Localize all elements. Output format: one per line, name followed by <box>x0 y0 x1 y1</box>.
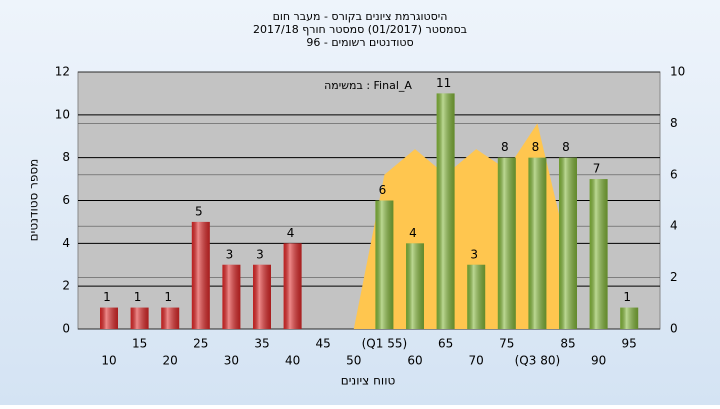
y2-tick-label: 4 <box>670 219 678 233</box>
bar-shine <box>467 264 486 329</box>
y-tick-label: 0 <box>62 322 70 336</box>
bar-shine <box>406 243 424 329</box>
y-tick-label: 6 <box>62 193 70 207</box>
x-tick-label: 65 <box>438 337 453 351</box>
value-label: 3 <box>256 247 264 261</box>
bar-shine <box>375 200 394 329</box>
bar-shine <box>528 157 547 329</box>
bar-shine <box>620 307 639 329</box>
value-label: 8 <box>562 140 570 154</box>
y2-tick-label: 8 <box>670 116 678 130</box>
y-tick-label: 8 <box>62 150 70 164</box>
value-label: 1 <box>134 290 142 304</box>
y-axis-label: מספר סטודנטים <box>27 159 41 242</box>
bar-shine <box>253 264 271 329</box>
value-label: 4 <box>409 226 417 240</box>
x-tick-label: 10 <box>101 354 116 368</box>
x-tick-label: 45 <box>316 337 331 351</box>
bar-shine <box>497 157 516 329</box>
x-tick-label: 75 <box>499 337 514 351</box>
x-tick-label: 35 <box>254 337 269 351</box>
value-label: 8 <box>532 140 540 154</box>
x-axis-label: טווח ציונים <box>341 374 396 388</box>
y-tick-label: 10 <box>55 107 70 121</box>
x-tick-label: 90 <box>591 354 606 368</box>
annotation: Final_A : במשימה <box>324 79 412 92</box>
value-label: 4 <box>287 226 295 240</box>
bar-shine <box>100 307 118 329</box>
y-tick-label: 2 <box>62 279 70 293</box>
value-label: 7 <box>593 162 601 176</box>
x-tick-label: 40 <box>285 354 300 368</box>
value-label: 3 <box>226 247 234 261</box>
value-label: 1 <box>164 290 172 304</box>
chart-subtitle: בסמסטר (01/2017) סמסטר חורף 2017/18 <box>253 23 467 36</box>
bar-shine <box>559 157 577 329</box>
x-tick-label: (Q1 55) <box>362 337 408 351</box>
bar-shine <box>130 307 149 329</box>
chart-title: היסטוגרמת ציונים בקורס - מעבר חום <box>273 10 448 23</box>
x-tick-label: 85 <box>560 337 575 351</box>
x-tick-label: 15 <box>132 337 147 351</box>
value-label: 1 <box>103 290 111 304</box>
bar-shine <box>589 179 608 329</box>
x-tick-label: (Q3 80) <box>515 354 561 368</box>
y-tick-label: 4 <box>62 236 70 250</box>
y2-tick-label: 2 <box>670 270 678 284</box>
chart-subtitle: סטודנטים רשומים - 96 <box>306 36 413 49</box>
y2-tick-label: 10 <box>670 65 685 79</box>
x-tick-label: 50 <box>346 354 361 368</box>
value-label: 5 <box>195 204 203 218</box>
x-tick-label: 30 <box>224 354 239 368</box>
y2-tick-label: 0 <box>670 322 678 336</box>
value-label: 6 <box>379 183 387 197</box>
value-label: 3 <box>470 247 478 261</box>
bar-shine <box>283 243 302 329</box>
x-tick-label: 25 <box>193 337 208 351</box>
value-label: 11 <box>436 76 451 90</box>
bar-shine <box>161 307 180 329</box>
x-tick-label: 20 <box>163 354 178 368</box>
x-tick-label: 95 <box>622 337 637 351</box>
x-tick-label: 60 <box>407 354 422 368</box>
value-label: 1 <box>623 290 631 304</box>
y2-tick-label: 6 <box>670 167 678 181</box>
bar-shine <box>191 221 210 329</box>
x-tick-label: 70 <box>469 354 484 368</box>
bar-shine <box>222 264 241 329</box>
y-tick-label: 12 <box>55 65 70 79</box>
bar-shine <box>436 93 455 330</box>
value-label: 8 <box>501 140 509 154</box>
